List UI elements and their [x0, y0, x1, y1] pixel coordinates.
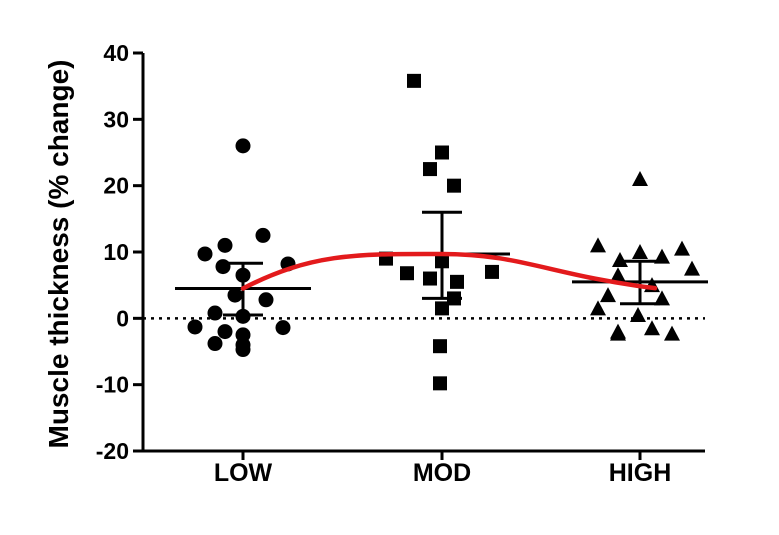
y-tick-label: -10: [96, 372, 129, 398]
data-point-square: [423, 162, 437, 177]
data-point-circle: [235, 342, 251, 358]
trend-line: [240, 251, 658, 291]
data-point-triangle: [630, 307, 646, 323]
data-point-circle: [197, 246, 213, 262]
y-tick-label: 40: [103, 40, 129, 66]
data-point-triangle: [612, 251, 628, 267]
y-tick-label: 30: [103, 106, 129, 132]
data-point-triangle: [610, 325, 626, 341]
trend-curve: [240, 251, 658, 291]
data-point-square: [400, 266, 414, 281]
axis-labels: -20 -10 0 10 20 30 40 LOW MOD HIGH: [96, 40, 672, 487]
data-point-square: [435, 301, 449, 316]
data-point-circle: [235, 138, 251, 154]
data-point-triangle: [590, 300, 606, 316]
data-point-triangle: [590, 237, 606, 253]
data-point-circle: [207, 305, 223, 321]
data-point-circle: [217, 324, 233, 340]
data-point-square: [447, 178, 461, 193]
data-point-square: [433, 339, 447, 354]
x-tick-label: HIGH: [609, 459, 672, 487]
data-point-circle: [275, 320, 291, 336]
data-point-triangle: [632, 244, 648, 259]
data-point-circle: [215, 259, 231, 275]
axes: [133, 51, 705, 460]
data-point-square: [485, 264, 499, 279]
data-point-square: [407, 73, 421, 88]
data-point-triangle: [600, 287, 616, 303]
data-point-circle: [217, 237, 233, 253]
data-point-circle: [207, 336, 223, 352]
x-tick-label: MOD: [413, 459, 471, 487]
y-tick-label: 10: [103, 239, 129, 265]
data-point-triangle: [684, 260, 700, 276]
y-tick-label: -20: [96, 438, 129, 464]
data-point-triangle: [674, 240, 690, 256]
data-point-triangle: [644, 320, 660, 336]
x-tick-label: LOW: [214, 459, 273, 487]
data-points: [187, 73, 700, 391]
data-point-circle: [255, 227, 271, 243]
data-point-circle: [258, 292, 274, 308]
data-point-triangle: [654, 290, 670, 306]
data-point-square: [423, 271, 437, 286]
data-point-circle: [227, 287, 243, 303]
mean-ci-bars: [175, 210, 708, 317]
y-tick-label: 20: [103, 173, 129, 199]
data-point-square: [433, 376, 447, 391]
data-point-square: [435, 145, 449, 160]
data-point-square: [450, 274, 464, 289]
y-axis-title: Muscle thickness (% change): [43, 59, 74, 448]
data-point-triangle: [610, 267, 626, 283]
data-point-triangle: [632, 171, 648, 187]
data-point-triangle: [664, 325, 680, 341]
y-tick-label: 0: [116, 305, 129, 331]
data-point-circle: [187, 319, 203, 335]
